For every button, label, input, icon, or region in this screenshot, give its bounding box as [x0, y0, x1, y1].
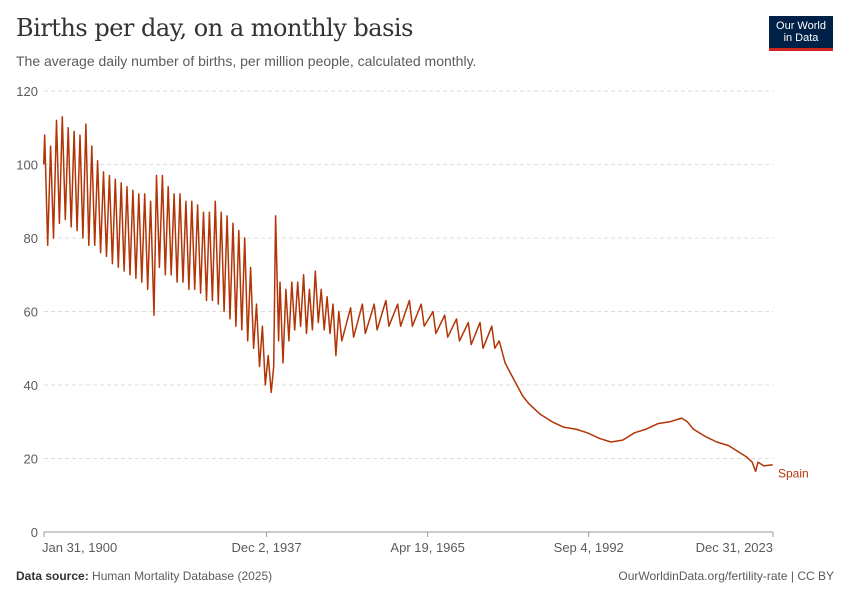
x-tick-label: Dec 31, 2023 [696, 540, 773, 555]
chart-subtitle: The average daily number of births, per … [16, 53, 477, 69]
chart-title: Births per day, on a monthly basis [16, 14, 413, 42]
y-tick-label: 0 [31, 525, 38, 540]
series-label: Spain [778, 467, 809, 481]
x-tick-label: Jan 31, 1900 [42, 540, 117, 555]
x-tick-label: Dec 2, 1937 [232, 540, 302, 555]
y-tick-label: 20 [24, 452, 38, 467]
y-tick-label: 40 [24, 378, 38, 393]
y-tick-label: 120 [16, 84, 38, 99]
x-tick-label: Sep 4, 1992 [554, 540, 624, 555]
source-text: Human Mortality Database (2025) [92, 569, 273, 583]
y-tick-label: 60 [24, 305, 38, 320]
data-source: Data source: Human Mortality Database (2… [16, 569, 272, 583]
series-line-spain [42, 115, 773, 473]
y-tick-label: 100 [16, 158, 38, 173]
source-label: Data source: [16, 569, 89, 583]
owid-logo[interactable]: Our World in Data [769, 16, 833, 51]
y-tick-label: 80 [24, 231, 38, 246]
source-url[interactable]: OurWorldinData.org/fertility-rate | CC B… [618, 569, 834, 583]
plot-area: 0 20 40 60 80 100 120 Jan 31, 1900 Dec 2, 1937 Ap… [16, 84, 809, 555]
x-tick-label: Apr 19, 1965 [390, 540, 464, 555]
